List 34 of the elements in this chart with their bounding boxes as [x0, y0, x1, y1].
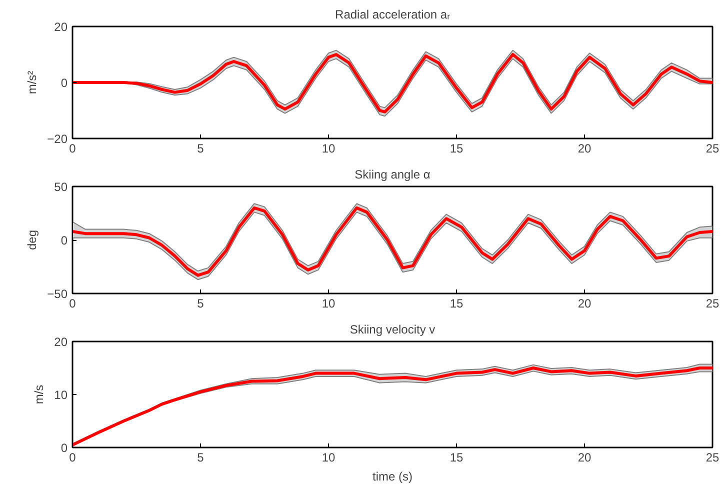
chart-title: Skiing velocity v — [350, 322, 436, 336]
x-tick-label: 15 — [450, 450, 464, 464]
x-tick-label: 5 — [197, 142, 204, 156]
x-tick-label: 25 — [706, 296, 720, 310]
x-tick-label: 0 — [69, 296, 76, 310]
x-tick-label: 20 — [578, 450, 592, 464]
y-tick-label: 0 — [60, 234, 68, 248]
y-axis-title: deg — [25, 230, 40, 250]
x-tick-label: 10 — [322, 296, 336, 310]
x-tick-label: 25 — [706, 142, 720, 156]
x-tick-label: 15 — [450, 142, 464, 156]
x-tick-label: 0 — [69, 450, 76, 464]
x-tick-label: 5 — [197, 450, 204, 464]
y-tick-label: 20 — [54, 20, 68, 34]
x-tick-label: 20 — [578, 142, 592, 156]
x-tick-label: 15 — [450, 296, 464, 310]
y-tick-label: −50 — [47, 287, 68, 301]
y-axis-title: m/s — [32, 384, 46, 404]
y-tick-label: 0 — [60, 76, 68, 90]
y-tick-label: 20 — [54, 335, 68, 349]
x-tick-label: 20 — [578, 296, 592, 310]
chart-title: Radial acceleration aᵣ — [335, 8, 450, 22]
x-axis-title: time (s) — [372, 470, 412, 484]
chart-title: Skiing angle α — [354, 168, 430, 182]
y-tick-label: 10 — [54, 388, 68, 402]
x-tick-label: 0 — [69, 142, 76, 156]
x-tick-label: 10 — [322, 142, 336, 156]
x-tick-label: 5 — [197, 296, 204, 310]
y-tick-label: −20 — [47, 132, 68, 146]
y-tick-label: 50 — [54, 180, 68, 194]
x-tick-label: 10 — [322, 450, 336, 464]
x-tick-label: 25 — [706, 450, 720, 464]
y-tick-label: 0 — [60, 441, 68, 455]
y-axis-title: m/s² — [25, 70, 40, 94]
